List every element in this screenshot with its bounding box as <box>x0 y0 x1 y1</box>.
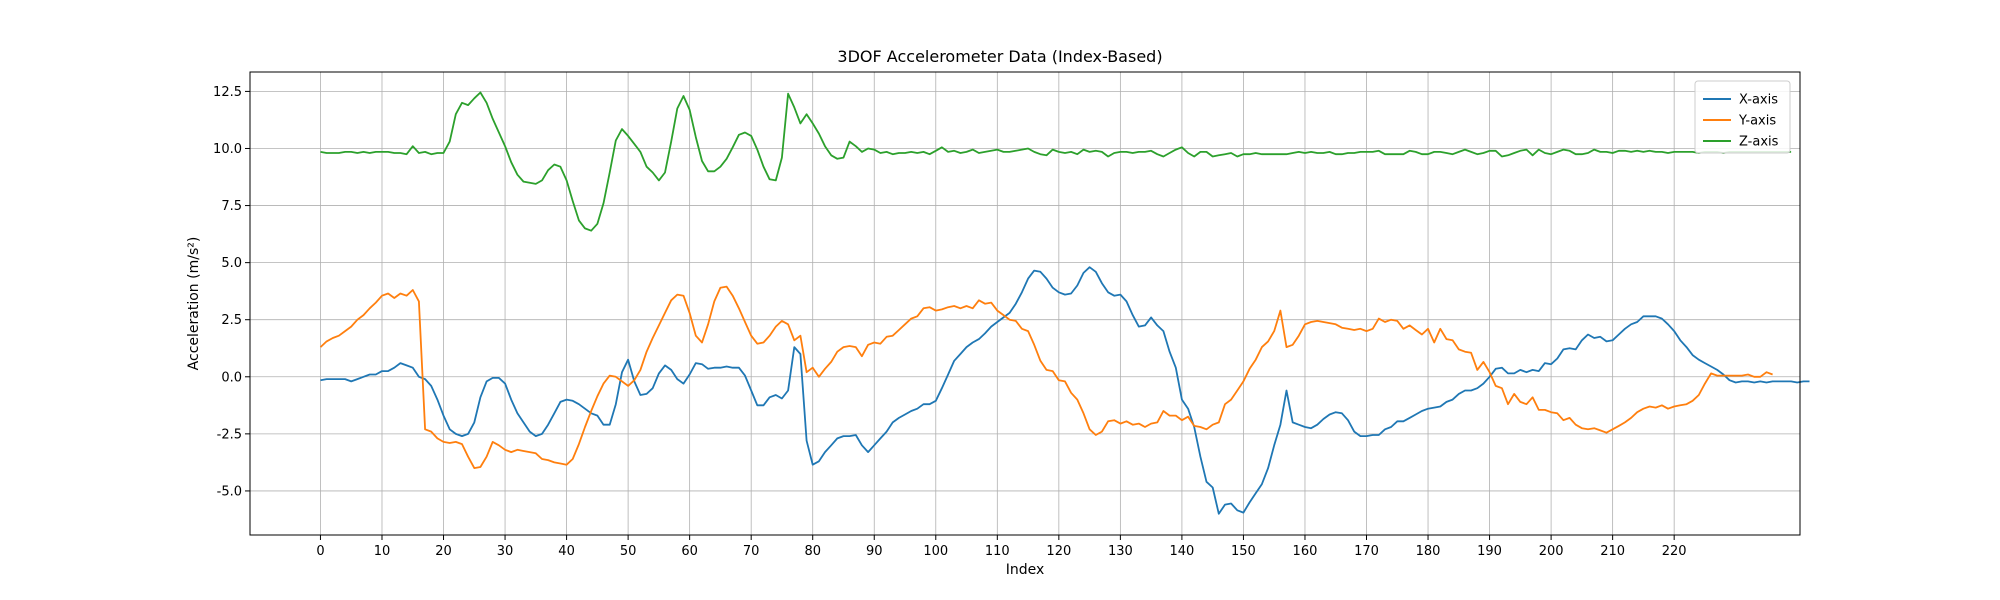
x-tick-label: 190 <box>1477 544 1502 559</box>
x-tick-label: 170 <box>1354 544 1379 559</box>
x-tick-label: 10 <box>374 544 391 559</box>
legend-label: Z-axis <box>1739 135 1779 150</box>
x-tick-label: 40 <box>558 544 575 559</box>
x-tick-label: 220 <box>1662 544 1687 559</box>
x-tick-label: 0 <box>316 544 324 559</box>
y-tick-label: 5.0 <box>221 256 242 271</box>
x-tick-label: 60 <box>681 544 698 559</box>
y-tick-label: 7.5 <box>221 199 242 214</box>
x-tick-label: 90 <box>866 544 883 559</box>
y-tick-label: 0.0 <box>221 370 242 385</box>
series-lines <box>319 91 1810 515</box>
y-axis-label: Acceleration (m/s²) <box>186 237 202 371</box>
x-tick-label: 30 <box>497 544 514 559</box>
x-tick-label: 70 <box>743 544 760 559</box>
y-tick-label: -5.0 <box>217 484 242 499</box>
series-line-x-axis <box>320 266 1810 515</box>
legend: X-axis Y-axis Z-axis <box>1694 80 1791 154</box>
y-tick-label: 2.5 <box>221 313 242 328</box>
x-axis-ticks: 0 10 20 30 40 50 60 70 80 90 100 110 120 130 140 150 160… <box>316 535 1687 559</box>
chart-title: 3DOF Accelerometer Data (Index-Based) <box>837 47 1162 66</box>
x-tick-label: 100 <box>923 544 948 559</box>
y-tick-label: 10.0 <box>213 142 242 157</box>
x-axis-label: Index <box>1006 562 1045 578</box>
legend-label: X-axis <box>1739 93 1778 108</box>
x-tick-label: 160 <box>1293 544 1318 559</box>
plot-area-frame <box>249 71 1801 536</box>
x-tick-label: 140 <box>1169 544 1194 559</box>
x-tick-label: 180 <box>1416 544 1441 559</box>
x-tick-label: 150 <box>1231 544 1256 559</box>
y-tick-label: 12.5 <box>213 85 242 100</box>
series-line-z-axis <box>320 91 1792 232</box>
legend-label: Y-axis <box>1738 114 1776 129</box>
x-tick-label: 130 <box>1108 544 1133 559</box>
x-tick-label: 80 <box>804 544 821 559</box>
x-tick-label: 120 <box>1046 544 1071 559</box>
series-line-y-axis <box>319 285 1773 470</box>
y-tick-label: -2.5 <box>217 427 242 442</box>
x-tick-label: 110 <box>985 544 1010 559</box>
y-axis-ticks: -5.0 -2.5 0.0 2.5 5.0 7.5 10.0 12.5 <box>213 85 250 499</box>
x-tick-label: 20 <box>435 544 452 559</box>
x-tick-label: 50 <box>620 544 637 559</box>
x-tick-label: 210 <box>1600 544 1625 559</box>
gridlines <box>250 72 1800 535</box>
x-tick-label: 200 <box>1539 544 1564 559</box>
